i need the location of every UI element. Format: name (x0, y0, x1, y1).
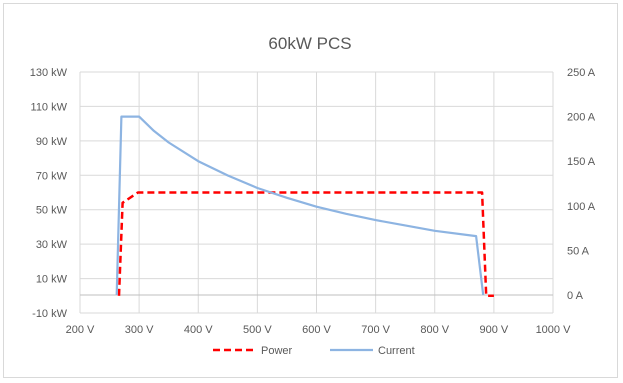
y-left-tick-label: -10 kW (32, 308, 67, 320)
x-tick-label: 300 V (125, 324, 154, 336)
grid (79, 71, 554, 314)
y-left-tick-label: 30 kW (36, 239, 68, 251)
y-left-tick-label: 10 kW (36, 274, 68, 286)
chart-title: 60kW PCS (268, 34, 351, 53)
series-line-current (115, 115, 485, 296)
x-tick-label: 700 V (361, 324, 390, 336)
y-left-tick-label: 130 kW (30, 67, 68, 79)
y-right-tick-label: 50 A (567, 245, 590, 257)
y-left-tick-label: 50 kW (36, 205, 68, 217)
y-right-tick-label: 100 A (567, 201, 596, 213)
y-right-tick-label: 250 A (567, 67, 596, 79)
y-right-tick-label: 200 A (567, 112, 596, 124)
y-right-tick-label: 150 A (567, 156, 596, 168)
legend: Power Current (213, 345, 415, 357)
axes: 200 V 300 V 400 V 500 V 600 V 700 V 800 V 900 V… (30, 67, 596, 336)
legend-label-current: Current (378, 345, 415, 357)
x-tick-label: 400 V (184, 324, 213, 336)
x-tick-label: 800 V (420, 324, 449, 336)
x-tick-label: 900 V (480, 324, 509, 336)
series-line-power (117, 191, 494, 298)
x-tick-label: 600 V (302, 324, 331, 336)
y-left-tick-label: 90 kW (36, 136, 68, 148)
y-left-tick-label: 110 kW (31, 101, 68, 113)
legend-label-power: Power (261, 345, 293, 357)
x-tick-label: 500 V (243, 324, 272, 336)
y-right-tick-label: 0 A (567, 290, 584, 302)
chart-frame (3, 3, 618, 378)
x-tick-label: 1000 V (536, 324, 572, 336)
y-left-tick-label: 70 kW (36, 170, 68, 182)
x-tick-label: 200 V (66, 324, 95, 336)
series (115, 115, 494, 298)
